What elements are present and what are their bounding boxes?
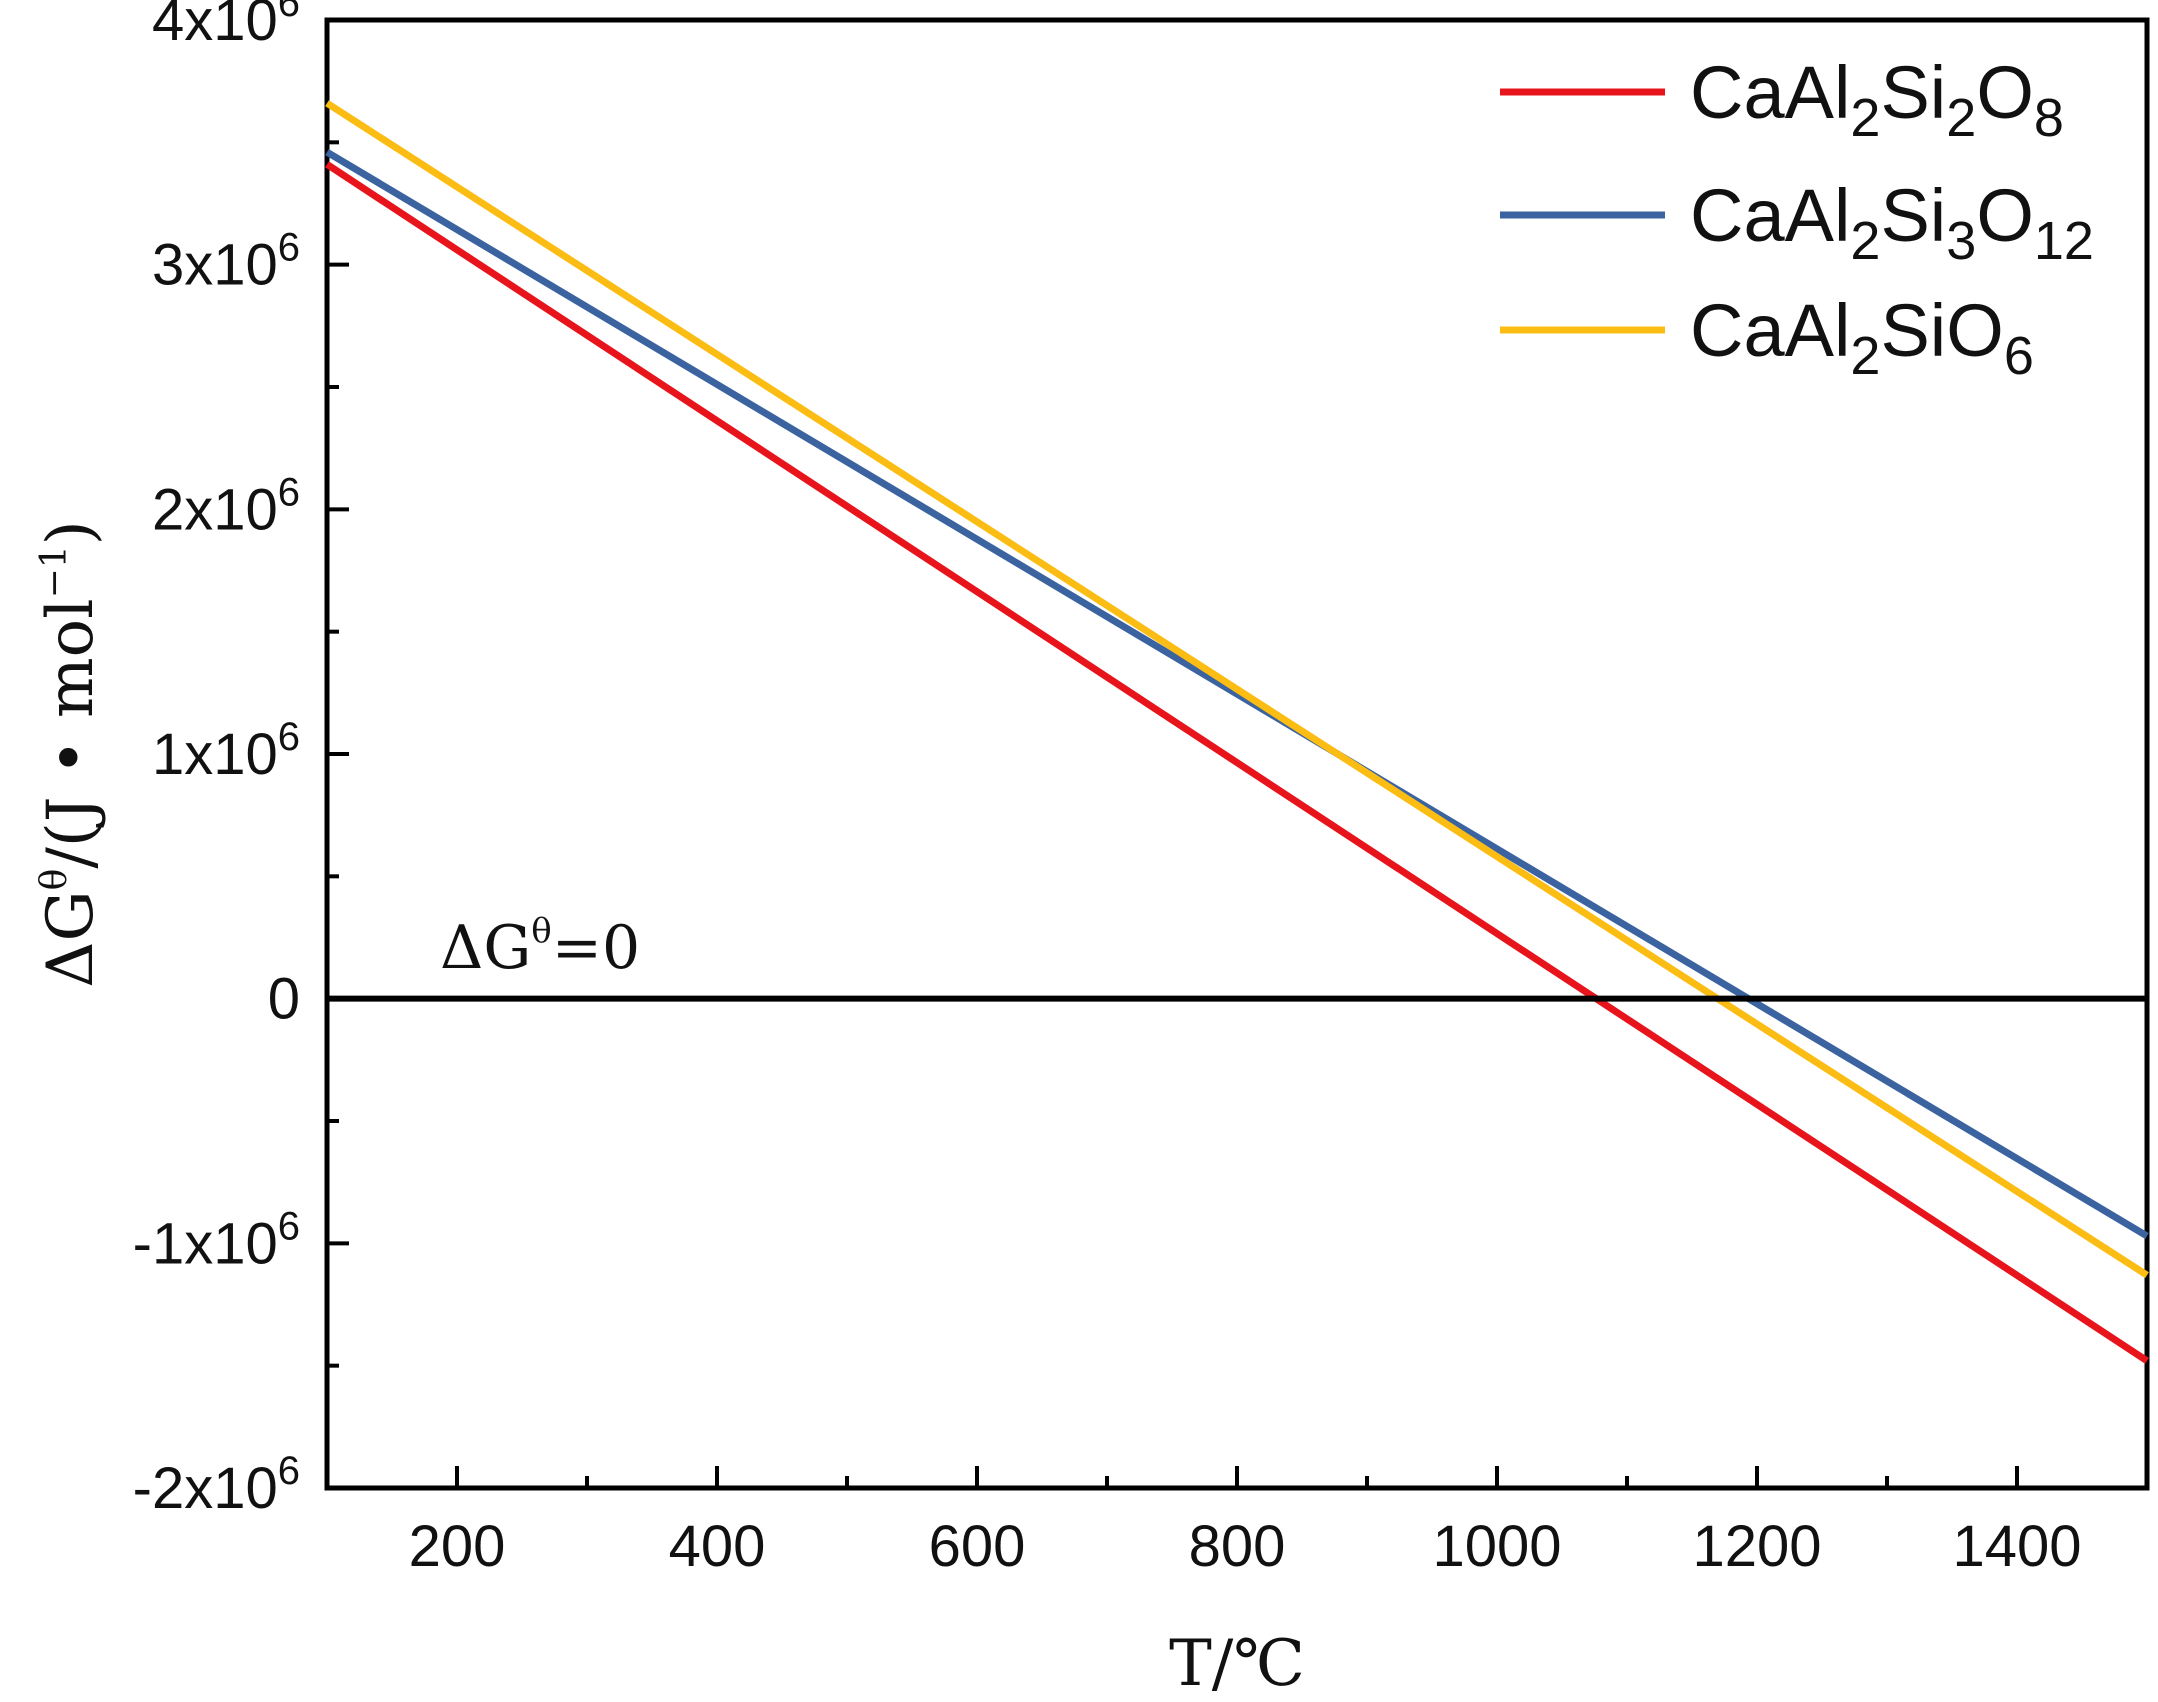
- y-tick-label: 3x106: [152, 226, 300, 298]
- y-tick-label: 0: [268, 967, 300, 1032]
- x-tick-label: 600: [929, 1514, 1026, 1579]
- y-tick-label: 2x106: [152, 470, 300, 542]
- series-lines: [325, 100, 2149, 1364]
- legend-label: CaAl2Si3O12: [1690, 174, 2094, 271]
- minor-ticks: [327, 140, 1889, 1488]
- x-tick-label: 1400: [1952, 1514, 2081, 1579]
- y-tick-label: -1x106: [133, 1204, 300, 1276]
- x-tick-label: 1000: [1432, 1514, 1561, 1579]
- series-line: [325, 100, 2149, 1279]
- x-tick-label: 800: [1189, 1514, 1286, 1579]
- y-axis-title: ΔGθ/(J • mol−1): [34, 520, 108, 987]
- legend: CaAl2Si2O8 CaAl2Si3O12 CaAl2SiO6: [1500, 51, 2094, 386]
- zero-line-annotation: ΔGθ=0: [440, 911, 640, 983]
- y-tick-label: -2x106: [133, 1449, 300, 1521]
- x-tick-label: 400: [669, 1514, 766, 1579]
- x-tick-label: 1200: [1692, 1514, 1821, 1579]
- x-tick-label: 200: [409, 1514, 506, 1579]
- series-line: [325, 149, 2149, 1240]
- y-tick-labels: 4x106 3x106 2x106 1x106 0 -1x106 -2x106: [133, 0, 300, 1521]
- x-tick-labels: 200 400 600 800 1000 1200 1400: [409, 1514, 2082, 1579]
- y-tick-label: 1x106: [152, 715, 300, 787]
- y-tick-label: 4x106: [152, 0, 300, 53]
- legend-label: CaAl2SiO6: [1690, 289, 2034, 386]
- x-axis-title: T/℃: [1169, 1627, 1305, 1701]
- legend-label: CaAl2Si2O8: [1690, 51, 2064, 148]
- series-line: [325, 161, 2149, 1364]
